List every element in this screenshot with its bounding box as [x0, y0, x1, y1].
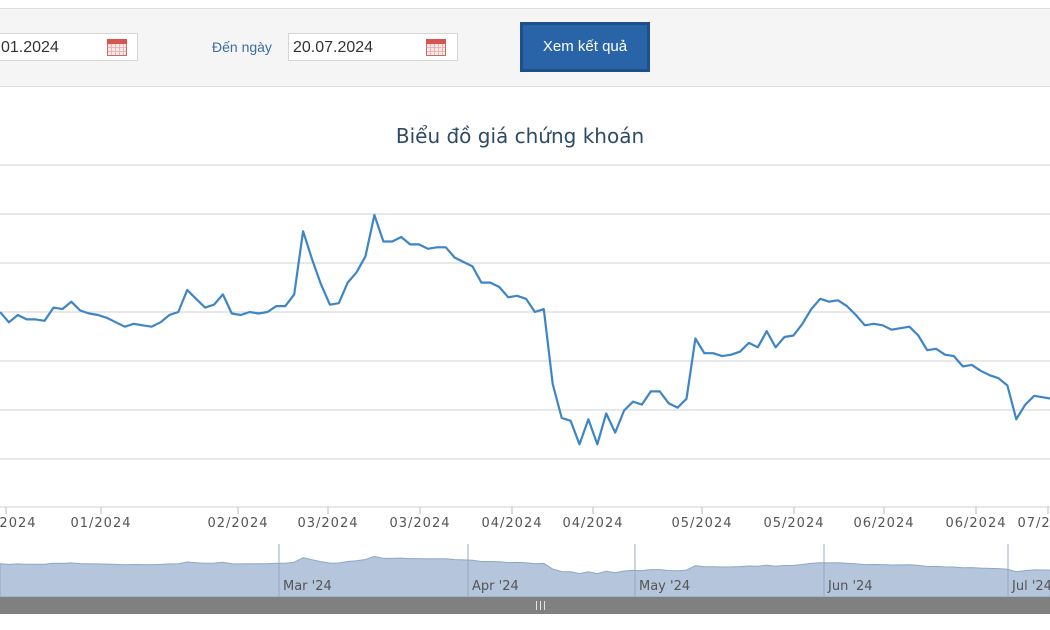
grid-lines: [0, 164, 1050, 508]
from-date-value: 01.2024: [1, 39, 59, 56]
x-tick-label: 06/2024: [853, 516, 914, 531]
navigator-area: [0, 555, 1050, 597]
x-tick-label: 03/2024: [389, 516, 450, 531]
x-tick-label: 04/2024: [562, 516, 623, 531]
navigator-label: Jul '24: [1011, 579, 1050, 594]
x-tick-label: 01/2024: [70, 516, 131, 531]
x-tick-label: 03/2024: [297, 516, 358, 531]
range-navigator[interactable]: Mar '24 Apr '24 May '24 Jun '24 Jul '24: [0, 540, 1050, 597]
navigator-label: Jun '24: [827, 579, 873, 594]
x-tick-label: 05/2024: [671, 516, 732, 531]
calendar-icon[interactable]: [426, 39, 446, 56]
to-date-field[interactable]: 20.07.2024: [288, 33, 458, 61]
price-line-chart[interactable]: 01/2024 01/2024 02/2024 03/2024 03/2024 04/20…: [0, 150, 1050, 535]
x-tick-label: 06/2024: [945, 516, 1006, 531]
price-series-line: [0, 213, 1050, 446]
calendar-icon[interactable]: [107, 39, 127, 56]
navigator-label: May '24: [639, 579, 690, 594]
to-date-value: 20.07.2024: [293, 39, 374, 56]
view-results-button[interactable]: Xem kết quả: [520, 22, 650, 72]
navigator-labels: Mar '24 Apr '24 May '24 Jun '24 Jul '24: [278, 544, 1050, 597]
navigator-label: Mar '24: [283, 579, 332, 594]
x-tick-label: 01/2024: [0, 516, 37, 531]
scroll-grip-icon[interactable]: |||: [535, 601, 548, 611]
filter-bar: 01.2024 Đến ngày 20.07.2024 Xem kết quả: [0, 8, 1050, 87]
to-date-label: Đến ngày: [212, 39, 272, 55]
x-tick-label: 07/2024: [1017, 516, 1050, 531]
from-date-field[interactable]: 01.2024: [0, 33, 138, 61]
x-tick-label: 04/2024: [481, 516, 542, 531]
chart-title: Biểu đồ giá chứng khoán: [395, 124, 645, 148]
navigator-scrollbar[interactable]: |||: [0, 597, 1050, 614]
navigator-label: Apr '24: [472, 579, 519, 594]
x-tick-label: 02/2024: [207, 516, 268, 531]
x-axis-ticks: 01/2024 01/2024 02/2024 03/2024 03/2024 04/20…: [0, 507, 1050, 531]
x-tick-label: 05/2024: [763, 516, 824, 531]
